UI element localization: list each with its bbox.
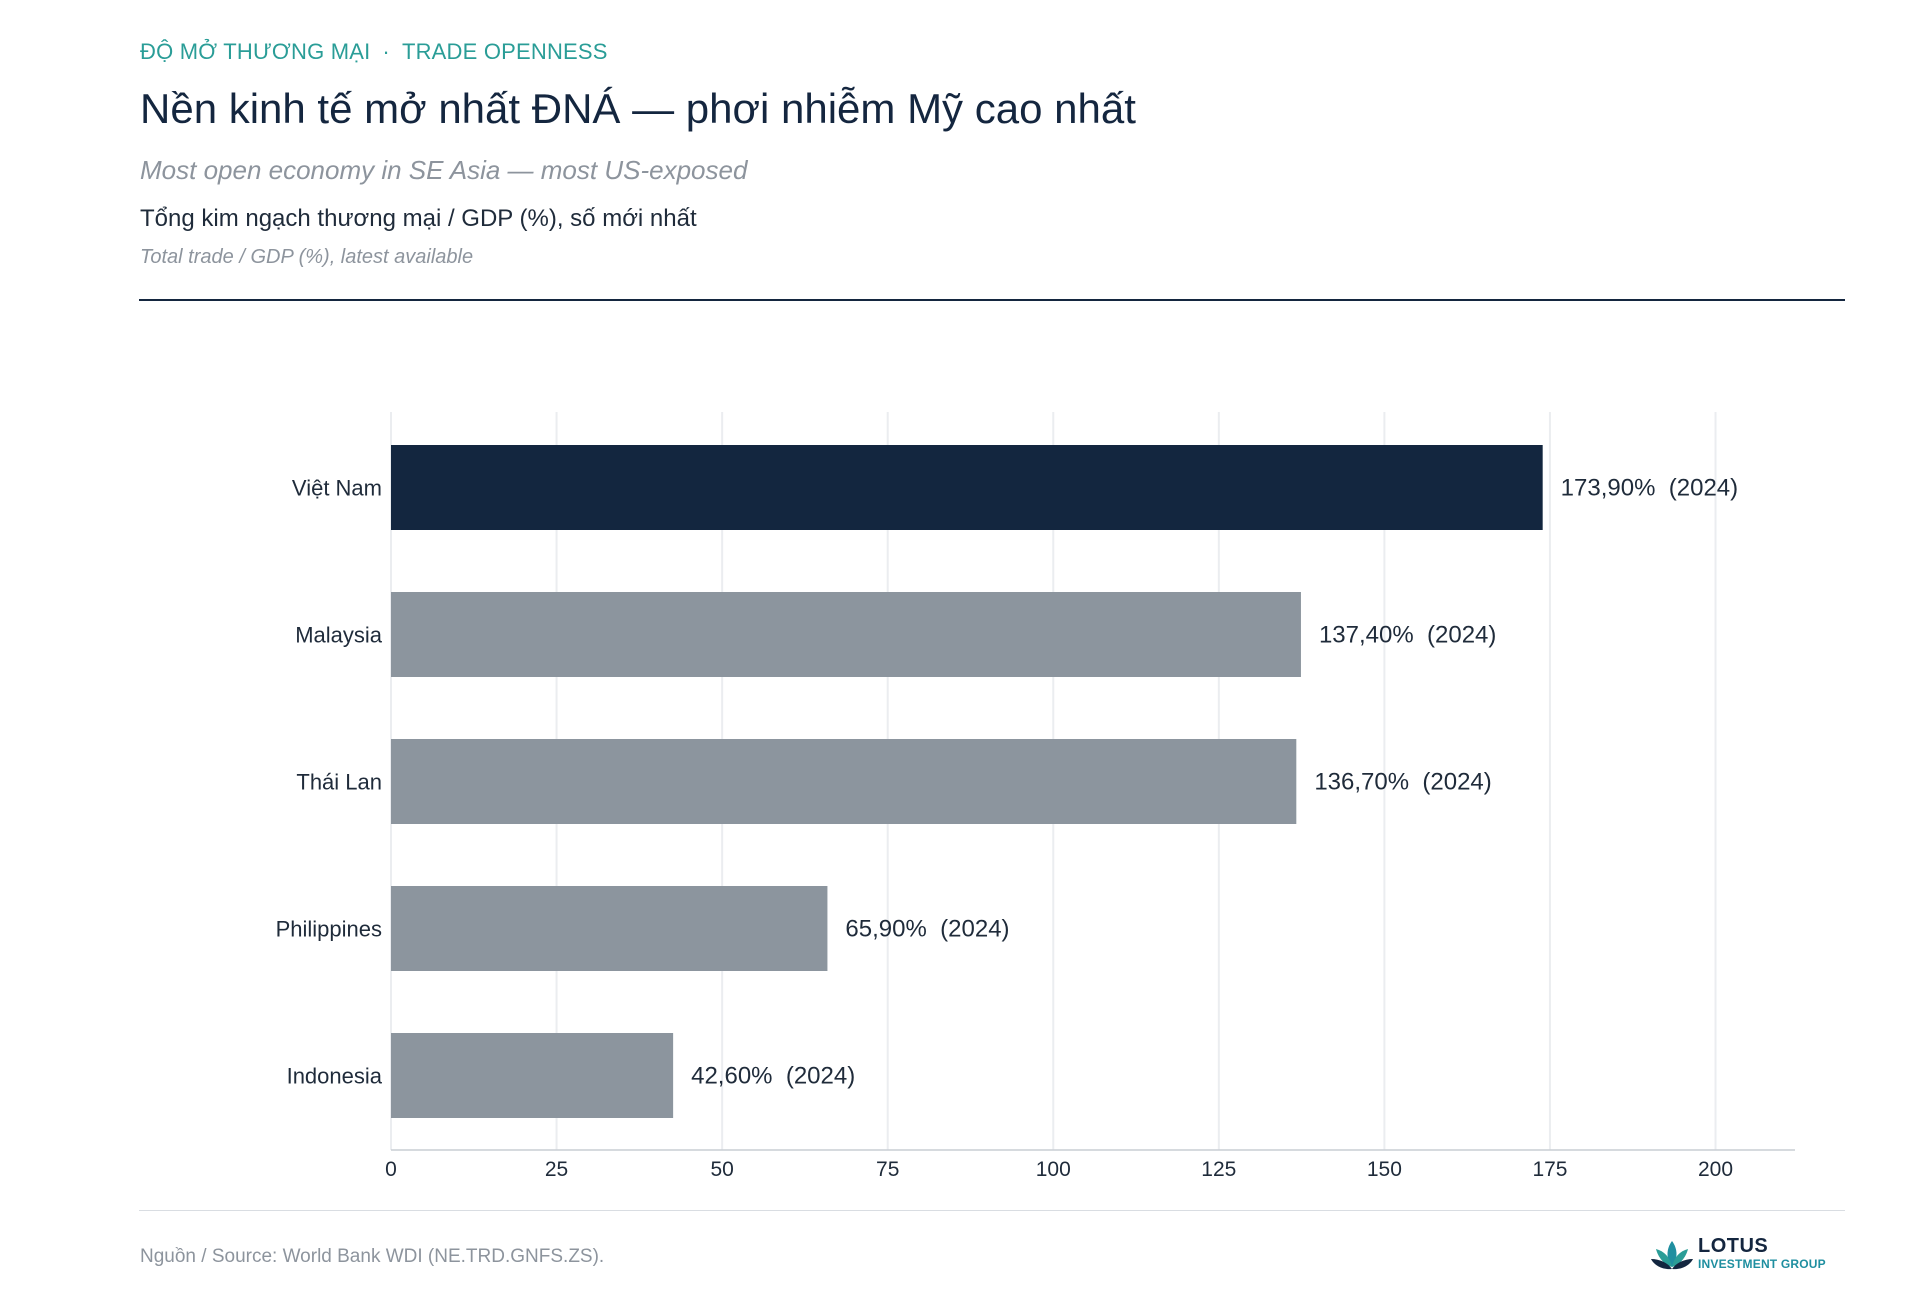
- data-label: 173,90% (2024): [1561, 475, 1738, 502]
- x-tick-label: 25: [545, 1158, 568, 1181]
- lotus-icon: [1651, 1241, 1693, 1270]
- page-subtitle: Most open economy in SE Asia — most US-e…: [140, 155, 748, 185]
- x-tick-label: 150: [1367, 1158, 1402, 1181]
- x-tick-label: 75: [876, 1158, 899, 1181]
- company-logo: LOTUS INVESTMENT GROUP: [1650, 1235, 1840, 1275]
- eyebrow-vi: ĐỘ MỞ THƯƠNG MẠI: [140, 39, 371, 64]
- category-label: Việt Nam: [292, 476, 382, 501]
- bar-1: [391, 592, 1301, 677]
- category-label: Philippines: [276, 917, 382, 942]
- eyebrow-en: TRADE OPENNESS: [401, 39, 608, 64]
- logo-wordmark: LOTUS: [1698, 1235, 1769, 1257]
- x-axis: 0 25 50 75 100 125 150 175 200: [385, 1149, 1795, 1181]
- x-tick-label: 175: [1532, 1158, 1567, 1181]
- category-label: Thái Lan: [296, 770, 382, 795]
- x-tick-label: 0: [385, 1158, 397, 1181]
- x-tick-label: 100: [1036, 1158, 1071, 1181]
- bar-0: [391, 445, 1543, 530]
- source-note: Nguồn / Source: World Bank WDI (NE.TRD.G…: [140, 1246, 605, 1267]
- bar-chart: Việt Nam 173,90% (2024) Malaysia 137,40% (2…: [276, 412, 1795, 1181]
- metric-label-vi: Tổng kim ngạch thương mại / GDP (%), số …: [140, 205, 697, 232]
- bar-2: [391, 739, 1297, 824]
- bar-4: [391, 1033, 674, 1118]
- eyebrow: ĐỘ MỞ THƯƠNG MẠI · TRADE OPENNESS: [140, 38, 1845, 66]
- logo-tagline: INVESTMENT GROUP: [1698, 1257, 1826, 1271]
- data-label: 65,90% (2024): [845, 916, 1009, 943]
- data-label: 137,40% (2024): [1319, 622, 1496, 649]
- chart-header: ĐỘ MỞ THƯƠNG MẠI · TRADE OPENNESS Nền kinh…: [140, 38, 1845, 270]
- footer-divider: [139, 1210, 1845, 1211]
- data-label: 42,60% (2024): [691, 1063, 855, 1090]
- category-label: Malaysia: [295, 623, 383, 648]
- page-title: Nền kinh tế mở nhất ĐNÁ — phơi nhiễm Mỹ …: [140, 85, 1136, 132]
- bar-3: [391, 886, 828, 971]
- bars: Việt Nam 173,90% (2024) Malaysia 137,40% (2…: [276, 445, 1738, 1118]
- x-tick-label: 200: [1698, 1158, 1733, 1181]
- x-tick-label: 50: [710, 1158, 733, 1181]
- eyebrow-separator: ·: [382, 39, 390, 64]
- category-label: Indonesia: [287, 1064, 383, 1089]
- metric-label-en: Total trade / GDP (%), latest available: [140, 246, 474, 268]
- x-tick-label: 125: [1201, 1158, 1236, 1181]
- data-label: 136,70% (2024): [1314, 769, 1491, 796]
- header-divider: [139, 299, 1845, 301]
